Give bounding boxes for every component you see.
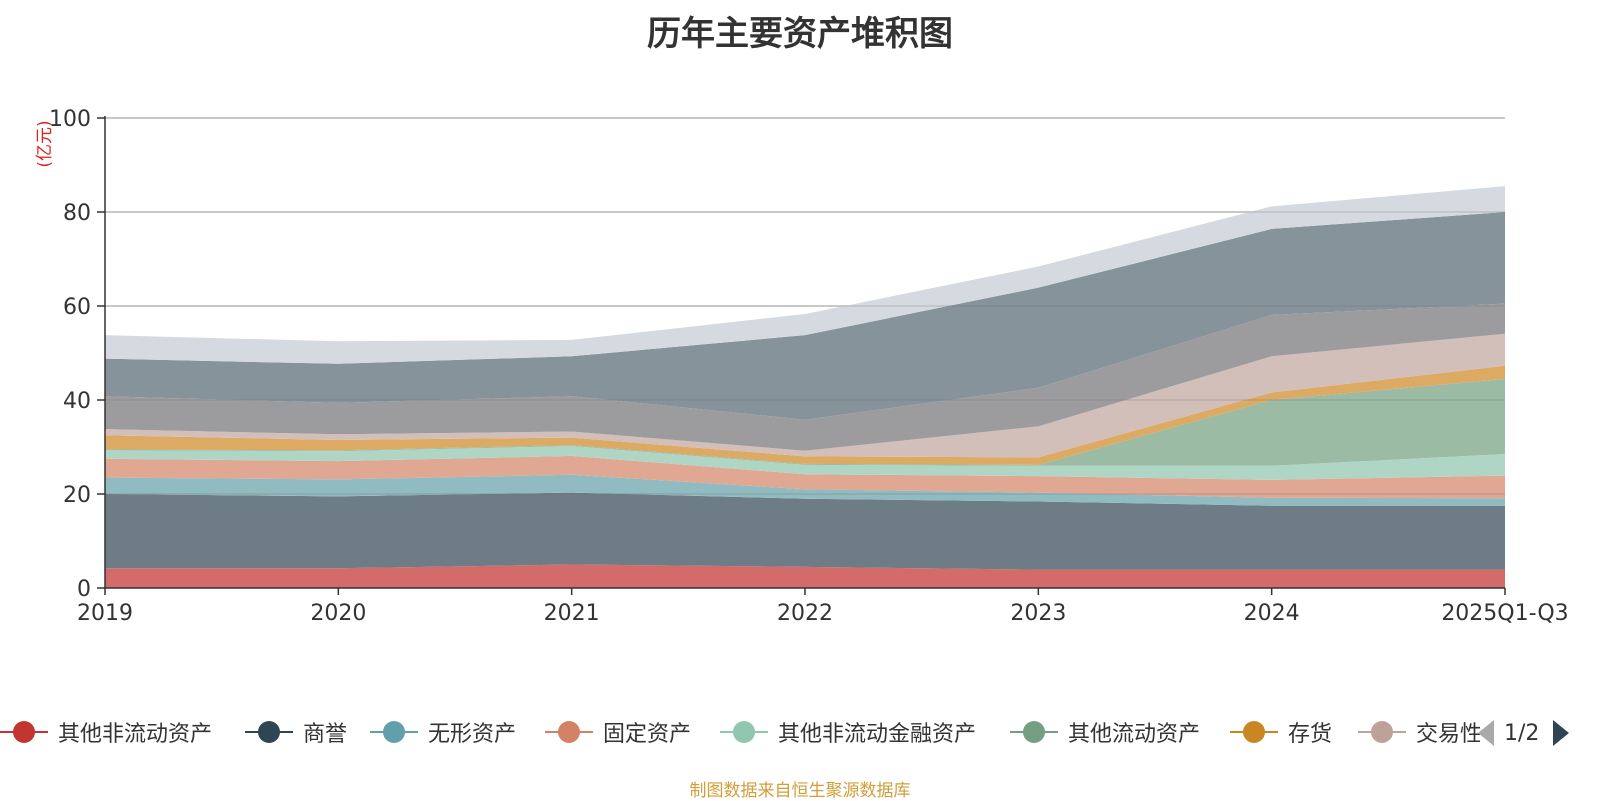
legend-item[interactable]: 商誉 — [245, 716, 347, 748]
area-series-9 — [105, 303, 1505, 451]
area-series-2 — [105, 492, 1505, 570]
legend-pager: 1/2 — [1478, 716, 1600, 750]
legend-item[interactable]: 交易性金融资产 — [1358, 716, 1480, 748]
x-tick-label: 2022 — [777, 601, 833, 626]
x-tick-label: 2021 — [544, 601, 600, 626]
x-tick-label: 2019 — [77, 601, 133, 626]
legend-marker-icon — [370, 718, 418, 746]
area-series-1 — [105, 564, 1505, 588]
legend-marker-icon — [720, 718, 768, 746]
area-series-4 — [105, 455, 1505, 499]
legend-label: 交易性金融资产 — [1416, 722, 1480, 747]
legend-marker-icon — [0, 718, 48, 746]
area-series-8 — [105, 333, 1505, 458]
legend-label: 固定资产 — [603, 722, 692, 747]
x-tick-label: 2023 — [1010, 601, 1066, 626]
chart-title: 历年主要资产堆积图 — [647, 14, 953, 54]
x-tick-label: 2024 — [1244, 601, 1300, 626]
area-series-3 — [105, 474, 1505, 506]
legend-marker-icon — [1010, 718, 1058, 746]
legend-item[interactable]: 其他流动资产 — [1010, 716, 1200, 748]
legend-item[interactable]: 存货 — [1230, 716, 1332, 748]
legend-label: 商誉 — [303, 722, 348, 747]
legend-item[interactable]: 固定资产 — [545, 716, 691, 748]
legend-prev-page-icon[interactable] — [1478, 720, 1494, 746]
legend-item[interactable]: 其他非流动资产 — [0, 716, 212, 748]
y-tick-label: 60 — [63, 295, 91, 320]
legend-marker-icon — [1358, 718, 1406, 746]
legend-label: 其他非流动金融资产 — [778, 722, 977, 747]
y-tick-label: 0 — [77, 577, 91, 602]
legend-label: 无形资产 — [428, 722, 517, 747]
y-tick-label: 80 — [63, 201, 91, 226]
source-note: 制图数据来自恒生聚源数据库 — [689, 781, 911, 801]
y-axis-unit-label: (亿元) — [35, 120, 55, 167]
legend-label: 存货 — [1288, 722, 1333, 747]
legend-item[interactable]: 无形资产 — [370, 716, 516, 748]
y-tick-label: 100 — [49, 107, 91, 132]
y-tick-label: 40 — [63, 389, 91, 414]
legend-marker-icon — [245, 718, 293, 746]
area-series-11 — [105, 186, 1505, 364]
legend-label: 其他非流动资产 — [58, 722, 213, 747]
legend-marker-icon — [545, 718, 593, 746]
y-tick-label: 20 — [63, 483, 91, 508]
legend: 其他非流动资产 商誉 无形资产 固定资产 其他非流动金融资产 其他流动资产 存货 交易性金融资… — [0, 712, 1480, 752]
legend-label: 其他流动资产 — [1068, 722, 1201, 747]
legend-item[interactable]: 其他非流动金融资产 — [720, 716, 976, 748]
axes: 0 20 40 60 80 100 2019 2020 2021 2022 2023 2024 2025… — [49, 107, 1569, 626]
area-series — [105, 117, 1505, 588]
area-series-6 — [105, 378, 1505, 466]
legend-marker-icon — [1230, 718, 1278, 746]
x-tick-label: 2020 — [310, 601, 366, 626]
area-series-7 — [105, 365, 1505, 465]
area-series-10 — [105, 212, 1505, 420]
area-series-5 — [105, 446, 1505, 480]
legend-next-page-icon[interactable] — [1553, 720, 1570, 746]
x-tick-label: 2025Q1-Q3 — [1441, 601, 1568, 626]
legend-page-indicator: 1/2 — [1504, 720, 1540, 746]
